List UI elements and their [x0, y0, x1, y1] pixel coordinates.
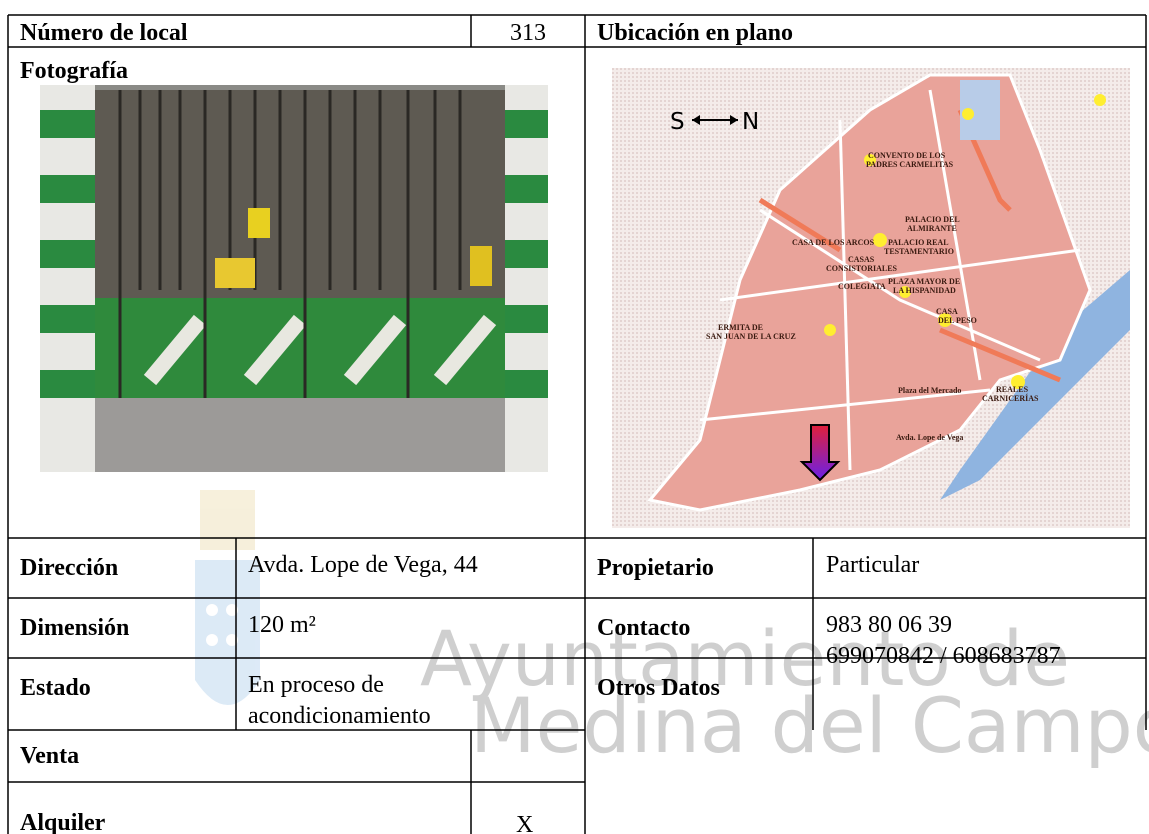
map-label: CARNICERÍAS — [982, 393, 1039, 403]
field-label: Otros Datos — [597, 675, 720, 701]
cell-value: 313 — [510, 20, 546, 46]
map-label: Plaza del Mercado — [898, 386, 961, 395]
watermark — [195, 490, 260, 705]
field-value: En proceso de — [248, 672, 384, 698]
map-label: PALACIO DEL — [905, 215, 960, 224]
field-label: Dirección — [20, 555, 118, 581]
cell-label: Número de local — [20, 20, 188, 46]
map-label: CONVENTO DE LOS — [868, 151, 946, 160]
map-label: ALMIRANTE — [907, 224, 957, 233]
field-value: Avda. Lope de Vega, 44 — [248, 552, 478, 578]
map-label: PADRES CARMELITAS — [866, 160, 954, 169]
field-value: 699070842 / 608683787 — [826, 643, 1061, 669]
table-borders — [7, 14, 1147, 834]
cell-label: Ubicación en plano — [597, 20, 793, 46]
cell-label: Fotografía — [20, 58, 128, 84]
field-label: Estado — [20, 675, 91, 701]
field-value: acondicionamiento — [248, 703, 431, 729]
field-label: Contacto — [597, 615, 690, 641]
map-label: PLAZA MAYOR DE — [888, 277, 960, 286]
field-value: Particular — [826, 552, 919, 578]
map-label: CASA — [936, 307, 958, 316]
map-label: COLEGIATA — [838, 282, 886, 291]
watermark-text: Medina del Campo — [470, 681, 1149, 770]
compass-label: N — [742, 109, 759, 135]
field-value: 120 m² — [248, 612, 316, 638]
map-label: DEL PESO — [938, 316, 977, 325]
cell-label: Venta — [20, 743, 79, 769]
map-label: TESTAMENTARIO — [884, 247, 954, 256]
field-label: Dimensión — [20, 615, 129, 641]
map-label: PALACIO REAL — [888, 238, 949, 247]
map-label: CASAS — [848, 255, 875, 264]
map-label: REALES — [996, 385, 1029, 394]
map-label: Avda. Lope de Vega — [896, 433, 963, 442]
cell-label: Alquiler — [20, 810, 106, 834]
map-label: CASA DE LOS ARCOS — [792, 238, 875, 247]
photo — [40, 85, 548, 472]
field-value: 983 80 06 39 — [826, 612, 952, 638]
cell-value: X — [516, 812, 533, 834]
field-label: Propietario — [597, 555, 714, 581]
map-label: LA HISPANIDAD — [893, 286, 956, 295]
map-label: SAN JUAN DE LA CRUZ — [706, 332, 796, 341]
map-label: CONSISTORIALES — [826, 264, 898, 273]
map-label: ERMITA DE — [718, 323, 763, 332]
map — [612, 68, 1130, 528]
compass-label: S — [670, 109, 685, 135]
